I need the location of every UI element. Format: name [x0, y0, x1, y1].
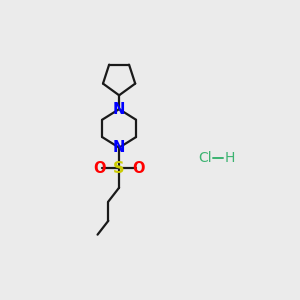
Text: N: N: [113, 102, 125, 117]
Text: S: S: [113, 161, 125, 176]
Text: H: H: [225, 151, 235, 165]
Text: O: O: [94, 161, 106, 176]
Text: N: N: [113, 140, 125, 155]
Text: O: O: [132, 161, 145, 176]
Text: Cl: Cl: [198, 151, 212, 165]
